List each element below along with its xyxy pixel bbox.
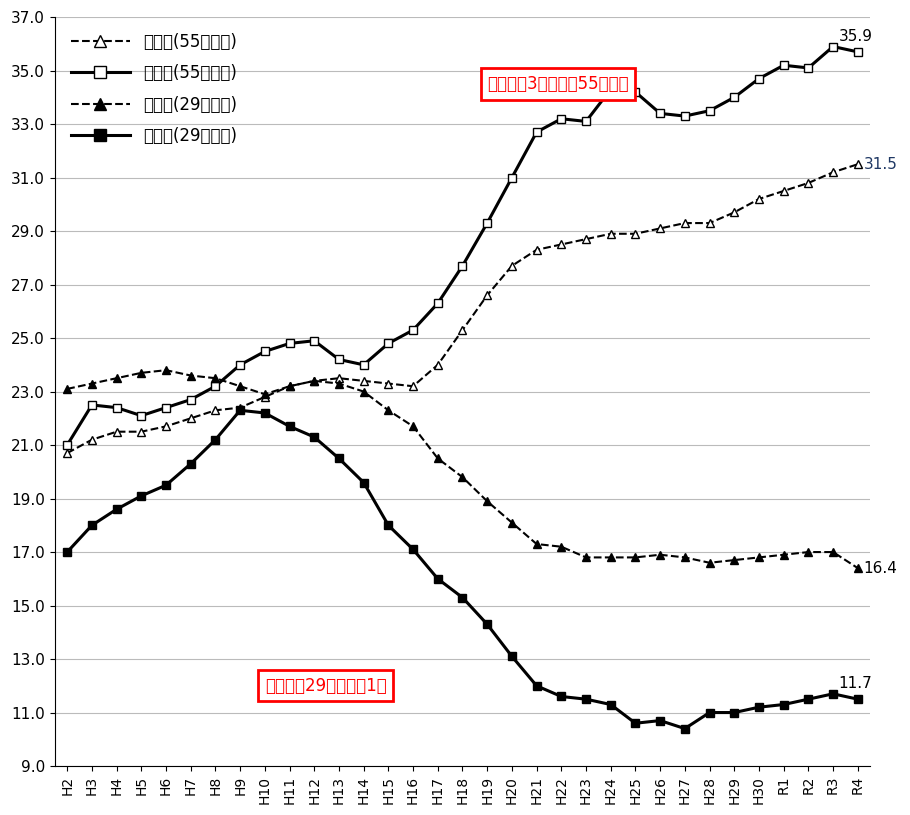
Text: 11.7: 11.7: [839, 676, 873, 691]
Text: 建設業：3割以上が55歳以上: 建設業：3割以上が55歳以上: [487, 75, 629, 93]
Text: 35.9: 35.9: [839, 29, 873, 44]
Legend: 全産業(55歳以上), 建設業(55歳以上), 全産業(29歳以下), 建設業(29歳以下): 全産業(55歳以上), 建設業(55歳以上), 全産業(29歳以下), 建設業(…: [71, 33, 237, 145]
Text: 建設業：29歳以下は1割: 建設業：29歳以下は1割: [265, 676, 387, 695]
Text: 31.5: 31.5: [864, 156, 897, 172]
Text: 16.4: 16.4: [864, 561, 897, 575]
